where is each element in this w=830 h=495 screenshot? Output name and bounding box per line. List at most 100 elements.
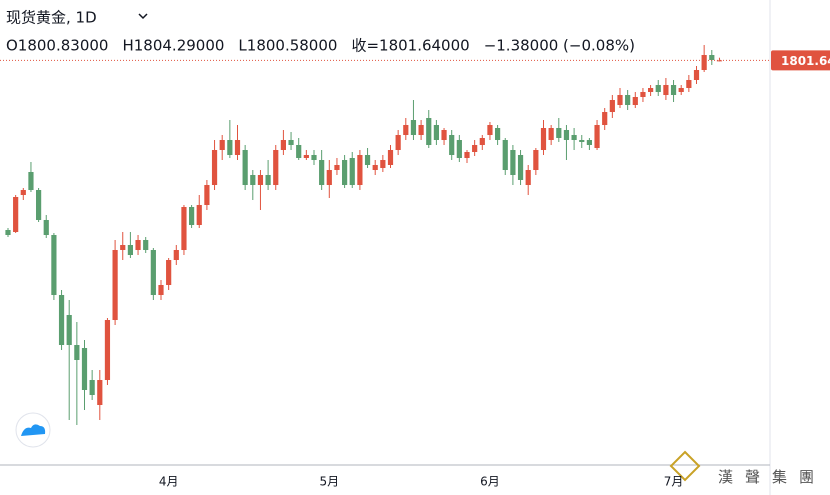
candle-body	[464, 152, 470, 158]
candle-body	[548, 128, 554, 140]
candle-body	[387, 150, 394, 165]
x-tick-label: 4月	[159, 475, 179, 489]
candle-body	[701, 55, 707, 70]
legend-value: −1.38000 (−0.08%)	[484, 37, 635, 55]
candle-body	[196, 205, 202, 225]
candle-body	[502, 140, 508, 170]
candle-body	[449, 135, 455, 155]
candle-body	[364, 155, 371, 165]
watermark: 漢聲集團	[718, 468, 826, 486]
candle-body	[250, 175, 256, 185]
candle-body	[211, 150, 218, 185]
candle-body	[303, 155, 309, 158]
x-tick-label: 7月	[664, 475, 684, 489]
candle-body	[625, 95, 631, 105]
candle-body	[426, 118, 432, 145]
candle-body	[487, 125, 493, 135]
candle-body	[89, 380, 95, 395]
candle-body	[334, 165, 340, 170]
x-tick-label: 6月	[480, 475, 500, 489]
candle-body	[410, 120, 417, 135]
candle-body	[227, 140, 233, 155]
candle-body	[403, 125, 409, 135]
candle-body	[349, 158, 355, 185]
candle-body	[36, 190, 42, 220]
chart-title[interactable]: 现货黄金, 1D	[6, 9, 97, 27]
candle-body	[234, 140, 241, 155]
candle-body	[609, 100, 615, 112]
candle-body	[380, 160, 386, 168]
candle-body	[525, 170, 531, 185]
candle-body	[143, 240, 149, 250]
candle-body	[586, 140, 592, 145]
candle-body	[472, 145, 478, 152]
candle-body	[571, 135, 577, 140]
candle-body	[43, 220, 49, 235]
candle-body	[150, 250, 156, 295]
candle-body	[663, 85, 669, 95]
candle-body	[296, 145, 302, 158]
candle-body	[135, 240, 141, 250]
candle-body	[20, 190, 26, 195]
candle-body	[204, 185, 210, 205]
candle-body	[13, 197, 19, 232]
candle-body	[311, 155, 317, 160]
legend-value: H1804.29000	[122, 37, 224, 55]
candle-body	[556, 128, 562, 138]
last-price-label: 1801.640	[781, 54, 830, 68]
candle-body	[81, 348, 88, 390]
candle-body	[242, 150, 248, 185]
candle-body	[51, 235, 57, 295]
candle-body	[693, 70, 700, 80]
legend-value: L1800.58000	[238, 37, 337, 55]
candle-body	[112, 250, 118, 320]
candle-body	[181, 207, 187, 250]
ohlc-legend: O1800.83000 H1804.29000 L1800.58000 收=1801.…	[6, 37, 635, 55]
candle-body	[640, 92, 646, 97]
candle-body	[441, 130, 447, 140]
candle-body	[28, 172, 34, 190]
candle-body	[594, 125, 600, 148]
candle-body	[716, 60, 723, 62]
watermark-logo	[669, 450, 701, 482]
candle-body	[357, 155, 363, 185]
candle-body	[189, 207, 195, 225]
candle-body	[495, 128, 501, 140]
candle-body	[655, 85, 661, 92]
logo	[15, 412, 51, 448]
candle-body	[120, 245, 126, 250]
candle-body	[533, 150, 539, 170]
candle-body	[617, 95, 623, 105]
candle-body	[288, 140, 294, 145]
candle-body	[418, 125, 424, 135]
x-tick-label: 5月	[319, 475, 339, 489]
candle-body	[540, 128, 547, 150]
candle-body	[326, 170, 332, 185]
candle-body	[563, 130, 570, 140]
candle-body	[166, 260, 172, 285]
candle-body	[686, 80, 692, 88]
candle-body	[632, 97, 638, 105]
candle-body	[158, 285, 164, 295]
candle-body	[579, 140, 585, 142]
candle-body	[342, 160, 348, 185]
candle-body	[219, 140, 225, 150]
candle-body	[66, 315, 72, 345]
candle-body	[257, 175, 264, 185]
candle-body	[319, 160, 325, 185]
candle-body	[433, 125, 439, 140]
candle-body	[97, 380, 103, 405]
interval-chevron[interactable]	[138, 13, 148, 20]
candle-body	[5, 230, 11, 235]
candle-body	[517, 155, 524, 180]
legend-value: O1800.83000	[6, 37, 108, 55]
candle-body	[709, 55, 715, 60]
candle-body	[602, 112, 608, 125]
plot-area	[0, 45, 770, 425]
candle-body	[678, 88, 684, 92]
candle-body	[74, 345, 80, 360]
candle-body	[372, 165, 378, 170]
candle-body	[265, 175, 271, 185]
candle-body	[173, 250, 179, 260]
